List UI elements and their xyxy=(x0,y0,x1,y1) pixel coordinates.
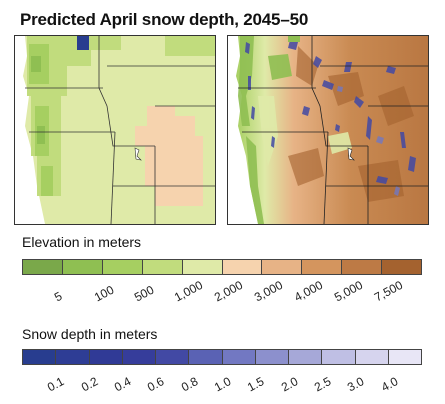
snow-depth-swatch xyxy=(156,350,190,364)
elevation-tick-labels: 5 100 500 1,000 2,000 3,000 4,000 5,000 7,500 xyxy=(22,278,422,312)
snow-depth-swatch xyxy=(56,350,90,364)
elevation-legend-title: Elevation in meters xyxy=(22,234,142,250)
snow-depth-tick-label: 3.0 xyxy=(345,374,367,395)
elevation-tick-label: 2,000 xyxy=(212,277,246,305)
snow-depth-swatch xyxy=(122,350,156,364)
snow-depth-swatch xyxy=(23,350,57,364)
elevation-swatch xyxy=(142,260,183,274)
elevation-tick-label: 3,000 xyxy=(252,277,286,305)
snow-depth-swatch xyxy=(89,350,123,364)
high-resolution-map-panel xyxy=(227,35,429,225)
coarse-map-graphic xyxy=(15,36,215,224)
elevation-swatch xyxy=(262,260,303,274)
snow-depth-swatch xyxy=(289,350,323,364)
snow-depth-swatch xyxy=(255,350,289,364)
snow-depth-tick-label: 0.4 xyxy=(112,374,134,395)
snow-depth-swatch xyxy=(355,350,389,364)
elevation-swatch xyxy=(222,260,263,274)
elevation-swatch xyxy=(182,260,223,274)
elevation-tick-label: 7,500 xyxy=(372,277,406,305)
snow-depth-tick-label: 0.1 xyxy=(45,374,67,395)
high-resolution-map-graphic xyxy=(228,36,428,224)
elevation-swatch xyxy=(62,260,103,274)
snow-depth-tick-labels: 0.1 0.2 0.4 0.6 0.8 1.0 1.5 2.0 2.5 3.0 4.0 xyxy=(22,368,422,402)
snow-depth-swatch xyxy=(322,350,356,364)
elevation-swatch xyxy=(302,260,343,274)
elevation-tick-label: 100 xyxy=(92,282,117,305)
snow-depth-swatch xyxy=(388,350,421,364)
snow-depth-tick-label: 0.6 xyxy=(145,374,167,395)
snow-depth-tick-label: 0.2 xyxy=(78,374,100,395)
snow-depth-swatch xyxy=(189,350,223,364)
snow-depth-tick-label: 2.0 xyxy=(278,374,300,395)
snow-depth-tick-label: 2.5 xyxy=(312,374,334,395)
snow-depth-tick-label: 4.0 xyxy=(378,374,400,395)
elevation-color-scale xyxy=(22,259,422,275)
elevation-tick-label: 500 xyxy=(132,282,157,305)
figure-title: Predicted April snow depth, 2045–50 xyxy=(20,10,309,29)
elevation-tick-label: 5 xyxy=(52,288,65,305)
elevation-swatch xyxy=(382,260,422,274)
coarse-map-panel xyxy=(14,35,216,225)
snow-depth-tick-label: 0.8 xyxy=(178,374,200,395)
elevation-tick-label: 1,000 xyxy=(172,277,206,305)
snow-depth-color-scale xyxy=(22,349,422,365)
elevation-swatch xyxy=(23,260,63,274)
elevation-swatch xyxy=(102,260,143,274)
snow-depth-swatch xyxy=(222,350,256,364)
snow-depth-tick-label: 1.5 xyxy=(245,374,267,395)
elevation-tick-label: 5,000 xyxy=(332,277,366,305)
snow-depth-tick-label: 1.0 xyxy=(212,374,234,395)
elevation-swatch xyxy=(342,260,383,274)
snow-legend-title: Snow depth in meters xyxy=(22,326,158,342)
elevation-tick-label: 4,000 xyxy=(292,277,326,305)
